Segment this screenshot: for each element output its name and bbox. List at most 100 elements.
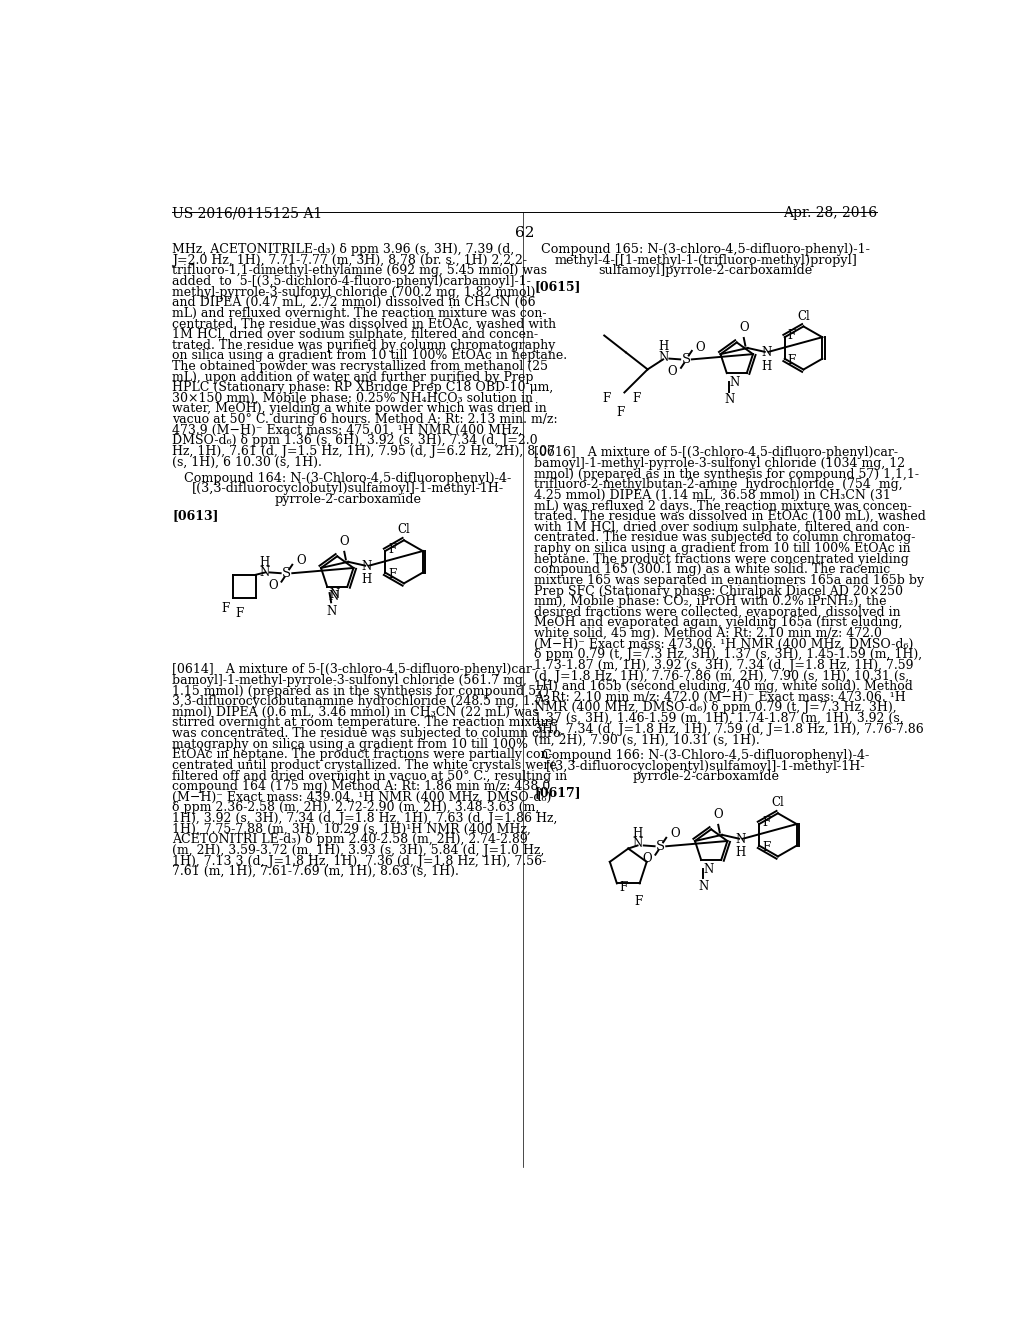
Text: trifluoro-1,1-dimethyl-ethylamine (692 mg, 5.45 mmol) was: trifluoro-1,1-dimethyl-ethylamine (692 m… [172, 264, 547, 277]
Text: filtered off and dried overnight in vacuo at 50° C., resulting in: filtered off and dried overnight in vacu… [172, 770, 567, 783]
Text: N: N [330, 589, 340, 602]
Text: The obtained powder was recrystallized from methanol (25: The obtained powder was recrystallized f… [172, 360, 548, 374]
Text: 3,3-difluorocyclobutanamine hydrochloride (248.5 mg, 1.73: 3,3-difluorocyclobutanamine hydrochlorid… [172, 696, 551, 708]
Text: matography on silica using a gradient from 10 till 100%: matography on silica using a gradient fr… [172, 738, 528, 751]
Text: 3H), 7.34 (d, J=1.8 Hz, 1H), 7.59 (d, J=1.8 Hz, 1H), 7.76-7.86: 3H), 7.34 (d, J=1.8 Hz, 1H), 7.59 (d, J=… [535, 722, 924, 735]
Text: N: N [703, 863, 714, 876]
Text: F: F [236, 607, 244, 620]
Text: H: H [735, 846, 745, 859]
Text: methyl-pyrrole-3-sulfonyl chloride (700.2 mg, 1.82 mmol): methyl-pyrrole-3-sulfonyl chloride (700.… [172, 285, 536, 298]
Text: N: N [633, 837, 643, 850]
Text: stirred overnight at room temperature. The reaction mixture: stirred overnight at room temperature. T… [172, 717, 558, 730]
Text: 1H), 7.13 3 (d, J=1.8 Hz, 1H), 7.36 (d, J=1.8 Hz, 1H), 7.56-: 1H), 7.13 3 (d, J=1.8 Hz, 1H), 7.36 (d, … [172, 854, 547, 867]
Text: N: N [761, 346, 771, 359]
Text: compound 164 (175 mg) Method A: Rt: 1.86 min m/z: 438.0: compound 164 (175 mg) Method A: Rt: 1.86… [172, 780, 551, 793]
Text: O: O [340, 535, 349, 548]
Text: 1H) and 165b (second eluding, 40 mg, white solid). Method: 1H) and 165b (second eluding, 40 mg, whi… [535, 680, 913, 693]
Text: F: F [388, 543, 396, 556]
Text: pyrrole-2-carboxamide: pyrrole-2-carboxamide [632, 771, 779, 784]
Text: Cl: Cl [797, 310, 810, 322]
Text: F: F [787, 329, 796, 342]
Text: F: F [762, 841, 770, 854]
Text: F: F [620, 880, 628, 894]
Text: F: F [221, 602, 229, 615]
Text: (s, 1H), 6 10.30 (s, 1H).: (s, 1H), 6 10.30 (s, 1H). [172, 455, 323, 469]
Text: 1.73-1.87 (m, 1H), 3.92 (s, 3H), 7.34 (d, J=1.8 Hz, 1H), 7.59: 1.73-1.87 (m, 1H), 3.92 (s, 3H), 7.34 (d… [535, 659, 913, 672]
Text: Apr. 28, 2016: Apr. 28, 2016 [783, 206, 878, 220]
Text: 62: 62 [515, 226, 535, 240]
Text: and DIPEA (0.47 mL, 2.72 mmol) dissolved in CH₃CN (66: and DIPEA (0.47 mL, 2.72 mmol) dissolved… [172, 296, 536, 309]
Text: O: O [739, 321, 749, 334]
Text: N: N [361, 560, 372, 573]
Text: bamoyl]-1-methyl-pyrrole-3-sulfonyl chloride (561.7 mg,: bamoyl]-1-methyl-pyrrole-3-sulfonyl chlo… [172, 675, 527, 686]
Text: (M−H)⁻ Exact mass: 473.06. ¹H NMR (400 MHz, DMSO-d₆): (M−H)⁻ Exact mass: 473.06. ¹H NMR (400 M… [535, 638, 913, 651]
Text: F: F [616, 407, 625, 420]
Text: F: F [634, 895, 642, 908]
Text: 30×150 mm), Mobile phase: 0.25% NH₄HCO₃ solution in: 30×150 mm), Mobile phase: 0.25% NH₄HCO₃ … [172, 392, 534, 405]
Text: J=2.0 Hz, 1H), 7.71-7.77 (m, 3H), 8.78 (br. s., 1H) 2,2,2-: J=2.0 Hz, 1H), 7.71-7.77 (m, 3H), 8.78 (… [172, 253, 527, 267]
Text: N: N [698, 880, 709, 892]
Text: F: F [787, 354, 796, 367]
Text: N: N [326, 606, 336, 618]
Text: O: O [695, 341, 706, 354]
Text: pyrrole-2-carboxamide: pyrrole-2-carboxamide [274, 492, 421, 506]
Text: O: O [714, 808, 723, 821]
Text: (M−H)⁻ Exact mass: 439.04. ¹H NMR (400 MHz, DMSO-d₆): (M−H)⁻ Exact mass: 439.04. ¹H NMR (400 M… [172, 791, 552, 804]
Text: HPLC (Stationary phase: RP XBridge Prep C18 OBD-10 μm,: HPLC (Stationary phase: RP XBridge Prep … [172, 381, 553, 395]
Text: mmol) DIPEA (0.6 mL, 3.46 mmol) in CH₃CN (22 mL) was: mmol) DIPEA (0.6 mL, 3.46 mmol) in CH₃CN… [172, 706, 539, 719]
Text: A: Rt: 2.10 min m/z: 472.0 (M−H)⁻ Exact mass: 473.06. ¹H: A: Rt: 2.10 min m/z: 472.0 (M−H)⁻ Exact … [535, 690, 906, 704]
Text: [0614]   A mixture of 5-[(3-chloro-4,5-difluoro-phenyl)car-: [0614] A mixture of 5-[(3-chloro-4,5-dif… [172, 663, 537, 676]
Text: trifluoro-2-methylbutan-2-amine  hydrochloride  (754  mg,: trifluoro-2-methylbutan-2-amine hydrochl… [535, 478, 903, 491]
Text: [0616]   A mixture of 5-[(3-chloro-4,5-difluoro-phenyl)car-: [0616] A mixture of 5-[(3-chloro-4,5-dif… [535, 446, 898, 459]
Text: with 1M HCl, dried over sodium sulphate, filtered and con-: with 1M HCl, dried over sodium sulphate,… [535, 521, 909, 533]
Text: 7.61 (m, 1H), 7.61-7.69 (m, 1H), 8.63 (s, 1H).: 7.61 (m, 1H), 7.61-7.69 (m, 1H), 8.63 (s… [172, 865, 459, 878]
Text: N: N [724, 393, 734, 407]
Text: centrated until product crystallized. The white crystals were: centrated until product crystallized. Th… [172, 759, 557, 772]
Text: raphy on silica using a gradient from 10 till 100% EtOAc in: raphy on silica using a gradient from 10… [535, 543, 910, 554]
Text: mm), Mobile phase: CO₂, iPrOH with 0.2% iPrNH₂), the: mm), Mobile phase: CO₂, iPrOH with 0.2% … [535, 595, 887, 609]
Text: N: N [259, 566, 269, 579]
Text: mL) was refluxed 2 days. The reaction mixture was concen-: mL) was refluxed 2 days. The reaction mi… [535, 499, 911, 512]
Text: (m, 2H), 7.90 (s, 1H), 10.31 (s, 1H).: (m, 2H), 7.90 (s, 1H), 10.31 (s, 1H). [535, 734, 760, 746]
Text: S: S [283, 566, 292, 579]
Text: N: N [658, 351, 669, 363]
Text: [(3,3-difluorocyclopentyl)sulfamoyl]-1-methyl-1H-: [(3,3-difluorocyclopentyl)sulfamoyl]-1-m… [546, 760, 865, 772]
Text: S: S [656, 840, 666, 853]
Text: 473.9 (M−H)⁻ Exact mass: 475.01. ¹H NMR (400 MHz,: 473.9 (M−H)⁻ Exact mass: 475.01. ¹H NMR … [172, 424, 522, 437]
Text: desired fractions were collected, evaporated, dissolved in: desired fractions were collected, evapor… [535, 606, 901, 619]
Text: S: S [682, 352, 691, 366]
Text: (m, 2H), 3.59-3.72 (m, 1H), 3.93 (s, 3H), 5.84 (d, J=1.0 Hz,: (m, 2H), 3.59-3.72 (m, 1H), 3.93 (s, 3H)… [172, 843, 545, 857]
Text: MHz, ACETONITRILE-d₃) δ ppm 3.96 (s, 3H), 7.39 (d,: MHz, ACETONITRILE-d₃) δ ppm 3.96 (s, 3H)… [172, 243, 514, 256]
Text: water, MeOH), yielding a white powder which was dried in: water, MeOH), yielding a white powder wh… [172, 403, 547, 416]
Text: mmol) (prepared as in the synthesis for compound 57) 1,1,1-: mmol) (prepared as in the synthesis for … [535, 467, 920, 480]
Text: (d, J=1.8 Hz, 1H), 7.76-7.86 (m, 2H), 7.90 (s, 1H), 10.31 (s,: (d, J=1.8 Hz, 1H), 7.76-7.86 (m, 2H), 7.… [535, 669, 909, 682]
Text: 1.37 (s, 3H), 1.46-1.59 (m, 1H), 1.74-1.87 (m, 1H), 3.92 (s,: 1.37 (s, 3H), 1.46-1.59 (m, 1H), 1.74-1.… [535, 711, 904, 725]
Text: vacuo at 50° C. during 6 hours. Method A; Rt: 2.13 min. m/z:: vacuo at 50° C. during 6 hours. Method A… [172, 413, 558, 426]
Text: 4.25 mmol) DIPEA (1.14 mL, 36.58 mmol) in CH₃CN (31: 4.25 mmol) DIPEA (1.14 mL, 36.58 mmol) i… [535, 488, 891, 502]
Text: DMSO-d₆) δ ppm 1.36 (s, 6H), 3.92 (s, 3H), 7.34 (d, J=2.0: DMSO-d₆) δ ppm 1.36 (s, 6H), 3.92 (s, 3H… [172, 434, 538, 447]
Text: mixture 165 was separated in enantiomers 165a and 165b by: mixture 165 was separated in enantiomers… [535, 574, 925, 587]
Text: trated. The residue was dissolved in EtOAc (100 mL), washed: trated. The residue was dissolved in EtO… [535, 510, 926, 523]
Text: F: F [632, 392, 640, 405]
Text: NMR (400 MHz, DMSO-d₆) δ ppm 0.79 (t, J=7.3 Hz, 3H),: NMR (400 MHz, DMSO-d₆) δ ppm 0.79 (t, J=… [535, 701, 897, 714]
Text: Prep SFC (Stationary phase: Chiralpak Diacel AD 20×250: Prep SFC (Stationary phase: Chiralpak Di… [535, 585, 903, 598]
Text: [0615]: [0615] [535, 280, 581, 293]
Text: MeOH and evaporated again, yielding 165a (first eluding,: MeOH and evaporated again, yielding 165a… [535, 616, 902, 630]
Text: mL), upon addition of water and further purified by Prep: mL), upon addition of water and further … [172, 371, 534, 384]
Text: H: H [658, 341, 669, 354]
Text: N: N [329, 590, 339, 603]
Text: [0613]: [0613] [172, 508, 219, 521]
Text: H: H [361, 573, 372, 586]
Text: O: O [670, 828, 680, 841]
Text: F: F [762, 816, 770, 829]
Text: 1.15 mmol) (prepared as in the synthesis for compound 57): 1.15 mmol) (prepared as in the synthesis… [172, 685, 549, 697]
Text: ACETONITRI LE-d₃) δ ppm 2.40-2.58 (m, 2H), 2.74-2.89: ACETONITRI LE-d₃) δ ppm 2.40-2.58 (m, 2H… [172, 833, 528, 846]
Text: F: F [388, 568, 396, 581]
Text: 1H), 3.92 (s, 3H), 7.34 (d, J=1.8 Hz, 1H), 7.63 (d, J=1.86 Hz,: 1H), 3.92 (s, 3H), 7.34 (d, J=1.8 Hz, 1H… [172, 812, 557, 825]
Text: compound 165 (300.1 mg) as a white solid. The racemic: compound 165 (300.1 mg) as a white solid… [535, 564, 890, 577]
Text: Compound 166: N-(3-Chloro-4,5-difluorophenyl)-4-: Compound 166: N-(3-Chloro-4,5-difluoroph… [542, 750, 869, 762]
Text: [(3,3-difluorocyclobutyl)sulfamoyl]-1-methyl-1H-: [(3,3-difluorocyclobutyl)sulfamoyl]-1-me… [191, 482, 504, 495]
Text: H: H [761, 359, 771, 372]
Text: Hz, 1H), 7.61 (d, J=1.5 Hz, 1H), 7.95 (d, J=6.2 Hz, 2H), 8.07: Hz, 1H), 7.61 (d, J=1.5 Hz, 1H), 7.95 (d… [172, 445, 555, 458]
Text: H: H [633, 828, 643, 840]
